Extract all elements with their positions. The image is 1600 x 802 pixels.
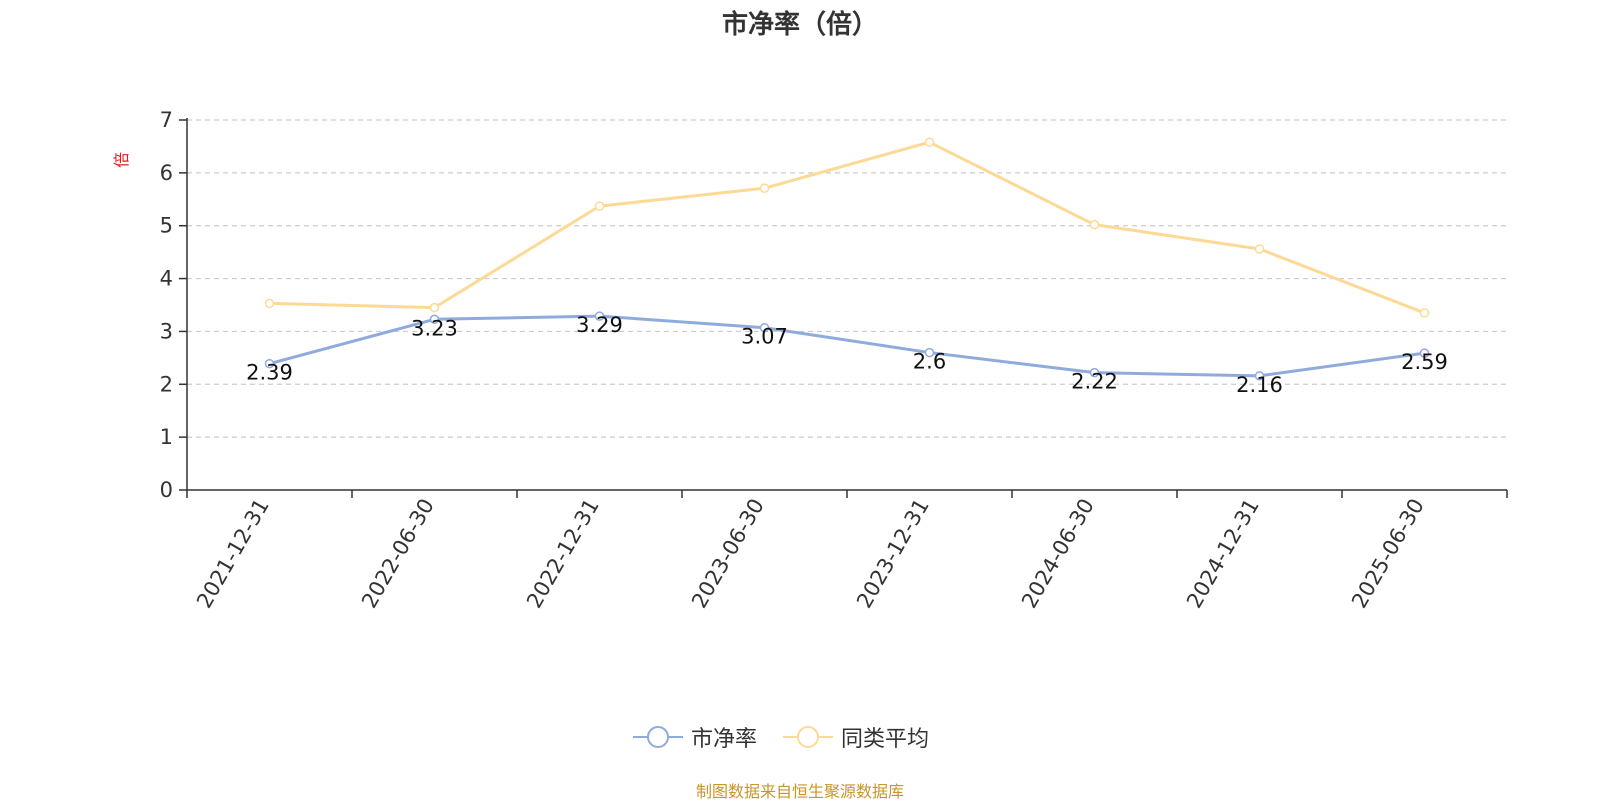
legend-label: 市净率	[691, 727, 758, 752]
data-point	[594, 311, 605, 321]
data-label: 2.39	[246, 361, 293, 385]
data-point	[759, 322, 770, 333]
x-tick-label: 2022-06-30	[357, 495, 439, 613]
source-footer: 制图数据来自恒生聚源数据库	[695, 782, 904, 801]
y-tick-label: 2	[160, 372, 173, 396]
legend-symbol-icon	[633, 726, 683, 748]
legend-item-1[interactable]: 同类平均	[783, 722, 929, 752]
data-point	[1419, 308, 1430, 318]
legend: 市净率 同类平均	[0, 722, 1600, 752]
series-line-1	[269, 140, 1426, 315]
x-tick-label: 2022-12-31	[522, 495, 604, 613]
data-point	[594, 201, 605, 211]
data-point	[429, 302, 440, 313]
y-tick-label: 4	[160, 267, 173, 291]
data-label: 2.16	[1236, 373, 1283, 397]
y-axis-label: 倍	[112, 152, 131, 168]
series-line-0	[269, 314, 1425, 378]
y-tick-label: 7	[160, 108, 173, 132]
x-tick-label: 2025-06-30	[1347, 495, 1429, 613]
y-tick-label: 5	[160, 214, 173, 238]
x-tick-label: 2023-06-30	[687, 495, 769, 613]
x-tick-label: 2023-12-31	[852, 495, 934, 613]
legend-label: 同类平均	[841, 727, 930, 752]
x-tick-label: 2021-12-31	[192, 495, 274, 613]
data-point	[429, 314, 440, 325]
chart-title: 市净率（倍）	[721, 10, 878, 40]
legend-symbol-icon	[783, 726, 833, 748]
y-tick-label: 0	[160, 478, 173, 502]
data-point	[264, 358, 275, 369]
data-label: 3.23	[411, 316, 458, 340]
x-tick-label: 2024-06-30	[1017, 495, 1099, 613]
y-tick-label: 3	[160, 319, 173, 343]
data-point	[924, 137, 935, 147]
data-label: 3.07	[741, 325, 788, 349]
data-label: 2.22	[1071, 370, 1118, 394]
legend-item-0[interactable]: 市净率	[633, 722, 757, 752]
data-point	[1089, 367, 1100, 378]
data-point	[1254, 371, 1265, 381]
x-tick-label: 2024-12-31	[1182, 495, 1264, 613]
data-label: 2.6	[913, 350, 946, 374]
data-point	[759, 183, 770, 193]
data-point	[1419, 348, 1430, 358]
data-label: 2.59	[1401, 350, 1448, 374]
data-point	[1089, 219, 1100, 230]
data-label: 3.29	[576, 313, 623, 337]
data-point	[264, 298, 275, 309]
data-point	[924, 347, 935, 358]
y-tick-label: 1	[160, 425, 173, 449]
data-point	[1254, 244, 1265, 254]
y-tick-label: 6	[160, 161, 173, 185]
